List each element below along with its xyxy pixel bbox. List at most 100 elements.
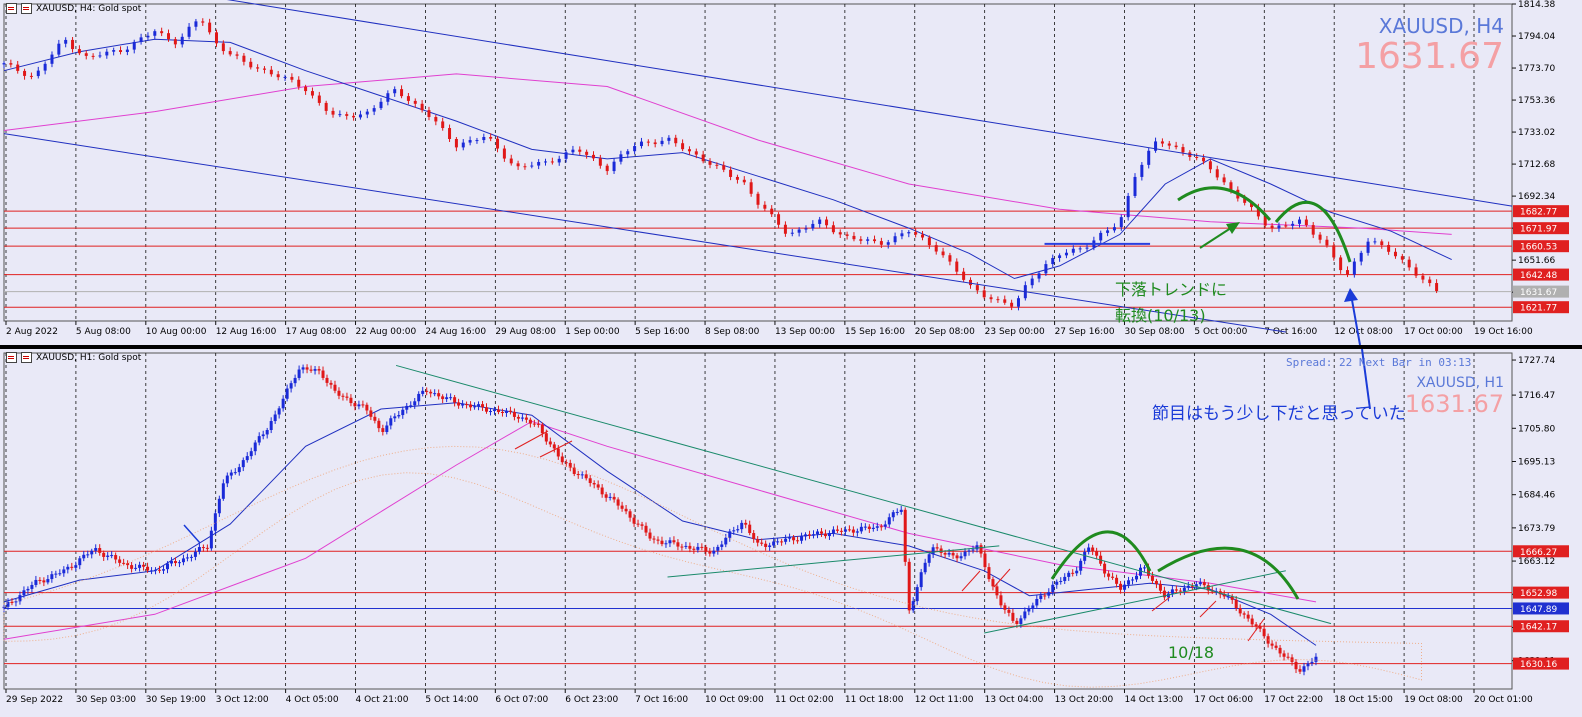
h1-candle-body [1131,579,1135,581]
h1-candle-body [389,418,393,426]
h1-price-tick-label: 1716.47 [1518,391,1555,401]
h4-candle-body [1112,227,1116,231]
h1-candle-body [118,559,122,563]
h1-candle-body [405,405,409,410]
h1-candle-body [193,551,197,557]
h4-candle-body [317,95,321,103]
h4-candle-body [537,161,541,166]
h1-candle-body [676,542,680,547]
h4-symbol-label: XAUUSD, H4 [1378,14,1504,38]
h4-candle-body [194,21,198,27]
h1-time-tick-label: 4 Oct 05:00 [286,695,339,705]
h1-candle-body [831,529,835,533]
h1-candle-body [18,595,22,602]
h1-candle-body [173,561,177,564]
h1-candle-body [963,551,967,557]
h4-candle-body [523,166,527,168]
h4-candle-body [790,232,794,234]
h4-candle-body [112,50,116,52]
h1-candle-body [588,478,592,484]
h1-red-arrow [1199,600,1217,618]
h1-price-tick-label: 1663.12 [1518,557,1555,567]
h1-ichimoku-cloud [3,445,1422,688]
h1-candle-body [205,547,209,549]
h4-candle-body [564,152,568,159]
h4-level-label: 1660.53 [1520,243,1557,253]
h1-candle-body [1075,570,1079,574]
h4-candle-body [1366,241,1370,253]
h1-candle-body [1298,669,1302,672]
h1-level-label: 1642.17 [1520,623,1557,633]
h4-candle-body [1147,150,1151,165]
h4-chart-canvas[interactable]: 2 Aug 2022 5 Aug 08:00 10 Aug 00:00 12 Aug … [0,0,1582,345]
h1-candle-body [58,573,62,575]
h4-candle-body [900,233,904,237]
h1-candle-body [381,428,385,432]
h4-level-label: 1682.77 [1520,208,1557,218]
h4-candle-body [297,79,301,87]
h4-candle-body [1270,225,1274,229]
h1-price-tick-label: 1684.46 [1518,491,1555,501]
h4-chart-panel[interactable]: 2 Aug 2022 5 Aug 08:00 10 Aug 00:00 12 Aug … [0,0,1582,345]
h4-time-tick-label: 19 Oct 16:00 [1474,327,1533,337]
h1-candle-body [752,533,756,540]
h1-candle-body [556,448,560,457]
h1-candle-body [134,567,138,569]
h4-candle-body [866,239,870,241]
h1-candle-body [1059,580,1063,582]
h1-candle-body [760,542,764,544]
h1-time-tick-label: 6 Oct 07:00 [495,695,548,705]
h4-candle-body [262,68,266,70]
h1-time-tick-label: 18 Oct 15:00 [1334,695,1393,705]
h1-candle-body [445,397,449,400]
h4-candle-body [735,176,739,180]
h4-candle-body [1421,275,1425,280]
h4-candle-body [1414,267,1418,276]
h4-candle-body [886,242,890,245]
h1-candle-body [345,396,349,398]
h1-candle-body [297,369,301,378]
h4-candle-body [221,43,225,52]
h4-candle-body [1325,239,1329,246]
h4-candle-body [1359,252,1363,262]
h1-chart-canvas[interactable]: 29 Sep 2022 30 Sep 03:00 30 Sep 19:00 3 Oct… [0,349,1582,717]
h4-candle-body [1298,219,1302,224]
h1-candle-body [126,563,130,566]
h1-annotation-arrow-line [1361,349,1371,410]
h1-trend-support-line [984,570,1286,634]
h4-candle-body [1051,258,1055,265]
h1-candle-body [999,595,1003,606]
h4-candle-body [249,61,253,68]
h4-candle-body [1078,248,1082,250]
h4-candle-body [1037,273,1041,279]
h1-candle-body [377,420,381,429]
h4-candle-body [365,111,369,115]
h1-candle-body [269,421,273,431]
h4-price-tick-label: 1712.68 [1518,160,1555,170]
h4-candle-body [208,22,212,33]
h4-price-tick-label: 1692.34 [1518,192,1555,202]
h1-candle-body [273,414,277,422]
h1-candle-body [508,410,512,412]
h1-candle-body [177,562,181,564]
h4-time-tick-label: 10 Aug 00:00 [146,327,207,337]
h4-candle-body [1339,257,1343,271]
h1-price-tick-label: 1705.80 [1518,424,1555,434]
h1-candle-body [644,525,648,533]
h4-candle-body [1284,225,1288,227]
h1-hs-arc-left [1050,530,1152,580]
h1-candle-body [233,472,237,474]
h1-candle-body [632,517,636,524]
h4-level-label: 1671.97 [1520,225,1557,235]
h1-candle-body [812,534,816,536]
h1-candle-body [696,546,700,550]
h1-candle-body [859,526,863,532]
h1-candle-body [150,570,154,572]
h4-candle-body [1215,169,1219,178]
h1-chart-panel[interactable]: 29 Sep 2022 30 Sep 03:00 30 Sep 19:00 3 Oct… [0,349,1582,717]
h1-candle-body [772,541,776,546]
h1-candle-body [608,496,612,498]
h1-candle-body [325,377,329,383]
h1-candle-body [1202,582,1206,586]
h1-time-tick-label: 19 Oct 08:00 [1404,695,1463,705]
